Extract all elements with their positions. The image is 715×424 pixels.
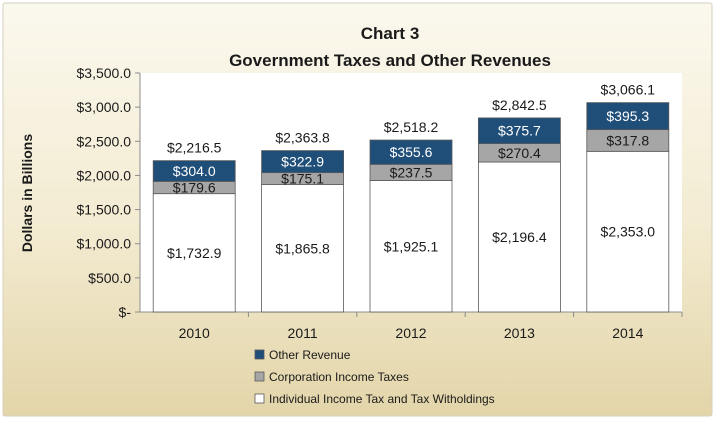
plot-area: $- $500.0 $1,000.0 $1,500.0 $2,000.0 $2,500.0… [77, 65, 683, 406]
chart-subtitle: Government Taxes and Other Revenues [229, 51, 551, 70]
bar-other-revenue [586, 102, 670, 131]
x-tick-label: 2010 [179, 325, 210, 341]
x-tick-label: 2014 [612, 325, 643, 341]
x-tick-label: 2011 [288, 325, 318, 341]
data-label: $175.1 [281, 171, 324, 187]
legend-label: Other Revenue [269, 348, 351, 362]
y-axis-label: Dollars in Billions [19, 134, 35, 252]
data-label: $237.5 [390, 164, 433, 180]
y-tick-label: $1,000.0 [77, 236, 132, 252]
data-label: $1,925.1 [384, 238, 439, 254]
y-tick-label: $- [119, 304, 132, 320]
legend-swatch [254, 349, 265, 360]
data-label: $322.9 [281, 154, 324, 170]
data-label: $270.4 [498, 145, 541, 161]
legend-swatch [254, 371, 265, 382]
y-tick-label: $3,500.0 [77, 65, 132, 81]
total-label: $2,363.8 [275, 130, 330, 146]
bar-other-revenue [369, 139, 453, 165]
data-label: $179.6 [173, 180, 216, 196]
total-label: $3,066.1 [601, 82, 656, 98]
total-label: $2,842.5 [492, 97, 547, 113]
data-label: $1,865.8 [275, 240, 330, 256]
data-label: $2,196.4 [492, 229, 547, 245]
y-tick-label: $3,000.0 [77, 99, 132, 115]
bar-other-revenue [261, 150, 345, 174]
bar-individual-income [369, 180, 453, 313]
bar-individual-income [261, 184, 345, 313]
legend-swatch [254, 393, 265, 404]
data-label: $304.0 [173, 163, 216, 179]
y-tick-label: $2,500.0 [77, 133, 132, 149]
data-label: $355.6 [390, 144, 433, 160]
legend-label: Corporation Income Taxes [269, 370, 409, 384]
bar-other-revenue [477, 117, 561, 144]
bar-other-revenue [152, 160, 236, 182]
bar-individual-income [152, 193, 236, 313]
data-label: $395.3 [606, 108, 649, 124]
data-label: $317.8 [606, 132, 649, 148]
chart-title: Chart 3 [361, 24, 420, 43]
data-label: $375.7 [498, 123, 541, 139]
legend-label: Individual Income Tax and Tax Witholding… [269, 392, 495, 406]
bar-individual-income [477, 161, 561, 313]
y-tick-label: $1,500.0 [77, 202, 132, 218]
total-label: $2,518.2 [384, 119, 439, 135]
total-label: $2,216.5 [167, 140, 222, 156]
x-tick-label: 2013 [504, 325, 535, 341]
data-label: $1,732.9 [167, 245, 222, 261]
y-tick-label: $500.0 [88, 270, 131, 286]
x-tick-label: 2012 [395, 325, 426, 341]
bar-individual-income [586, 150, 670, 313]
y-tick-label: $2,000.0 [77, 167, 132, 183]
data-label: $2,353.0 [601, 224, 656, 240]
